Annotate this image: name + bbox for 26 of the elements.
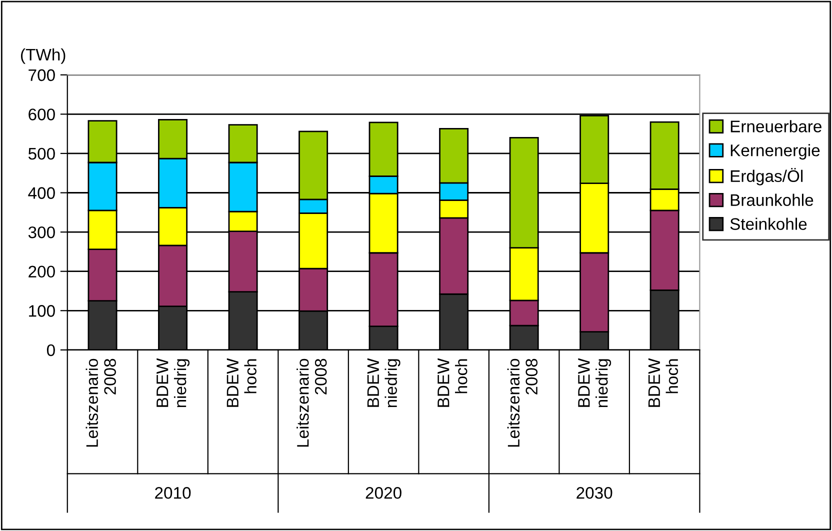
- x-tick-label: BDEW niedrig: [367, 358, 400, 408]
- y-tick-label: 700: [28, 69, 55, 82]
- y-tick-label: 0: [46, 344, 55, 356]
- x-tick-label: Leitszenario 2008: [507, 358, 538, 447]
- x-tick-label: Leitszenario 2008: [86, 358, 116, 447]
- legend-label: Steinkohle: [730, 218, 807, 230]
- legend-label: Braunkohle: [730, 194, 814, 206]
- y-tick-label: 200: [28, 266, 55, 278]
- legend-label: Kernenergie: [730, 144, 820, 160]
- text: 2030: [576, 487, 612, 499]
- x-tick-label: BDEW niedrig: [156, 358, 190, 408]
- x-tick-label: BDEW hoch: [648, 358, 678, 407]
- x-tick-label: BDEW hoch: [226, 358, 256, 407]
- x-tick-label: BDEW hoch: [438, 358, 468, 407]
- legend-label: Erneuerbare: [730, 120, 822, 132]
- y-tick-label: 500: [28, 148, 55, 160]
- x-tick-label: BDEW niedrig: [578, 358, 612, 408]
- y-tick-label: 600: [28, 108, 55, 120]
- text: 2010: [155, 487, 191, 499]
- legend-label: Erdgas/Öl: [730, 168, 803, 186]
- y-tick-label: 100: [29, 305, 55, 317]
- text: 2020: [366, 487, 402, 499]
- x-tick-label: Leitszenario 2008: [296, 358, 327, 447]
- y-tick-label: 300: [28, 226, 55, 238]
- y-tick-label: 400: [28, 187, 55, 199]
- y-axis-title: (TWh): [21, 48, 66, 64]
